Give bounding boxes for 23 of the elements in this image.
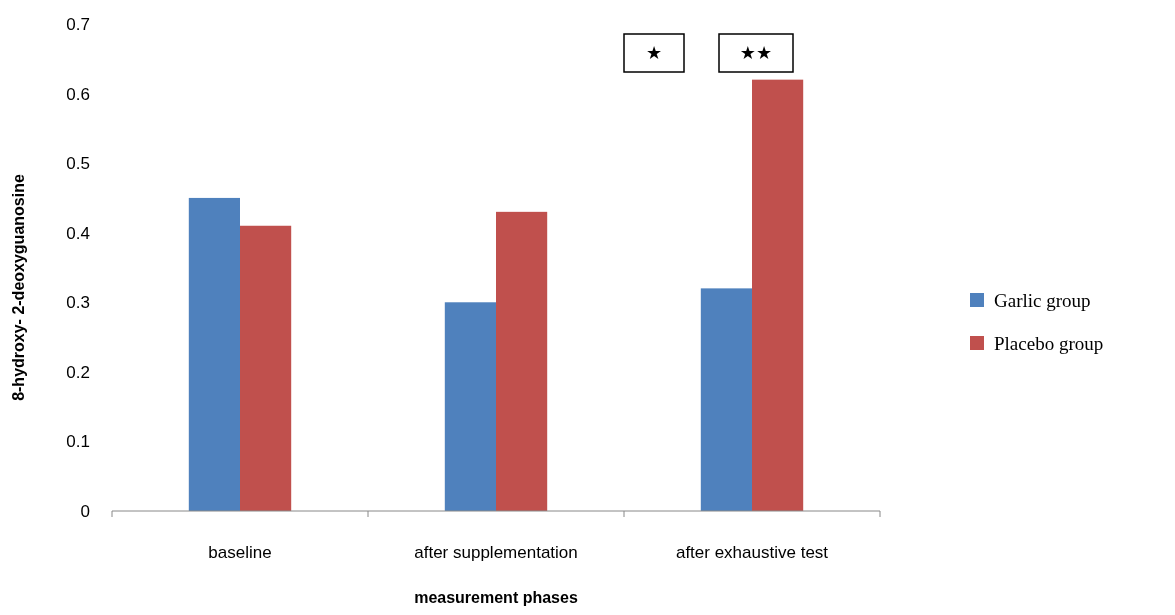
y-tick-label: 0.6 [66,84,90,104]
bar [700,288,752,511]
y-tick-label: 0.4 [66,223,90,243]
annotation: ★ [645,42,663,64]
x-tick-label: after supplementation [414,543,578,562]
bar [188,197,240,511]
bar [444,302,496,511]
legend-label: Placebo group [994,332,1104,354]
y-tick-label: 0.1 [66,432,90,452]
y-tick-label: 0.7 [66,14,90,34]
x-axis-title: measurement phases [414,589,578,606]
y-tick-label: 0 [80,501,90,521]
y-tick-label: 0.2 [66,362,90,382]
legend-label: Garlic group [994,289,1091,311]
x-tick-label: after exhaustive test [675,543,829,562]
y-tick-label: 0.3 [66,293,90,313]
annotation: ★★ [739,42,773,64]
bar [240,225,292,511]
bar [496,211,548,511]
x-tick-label: baseline [208,543,272,562]
y-tick-label: 0.5 [66,154,90,174]
bar [752,79,804,511]
y-axis-title: 8-hydroxy- 2-deoxyguanosine [10,174,27,401]
